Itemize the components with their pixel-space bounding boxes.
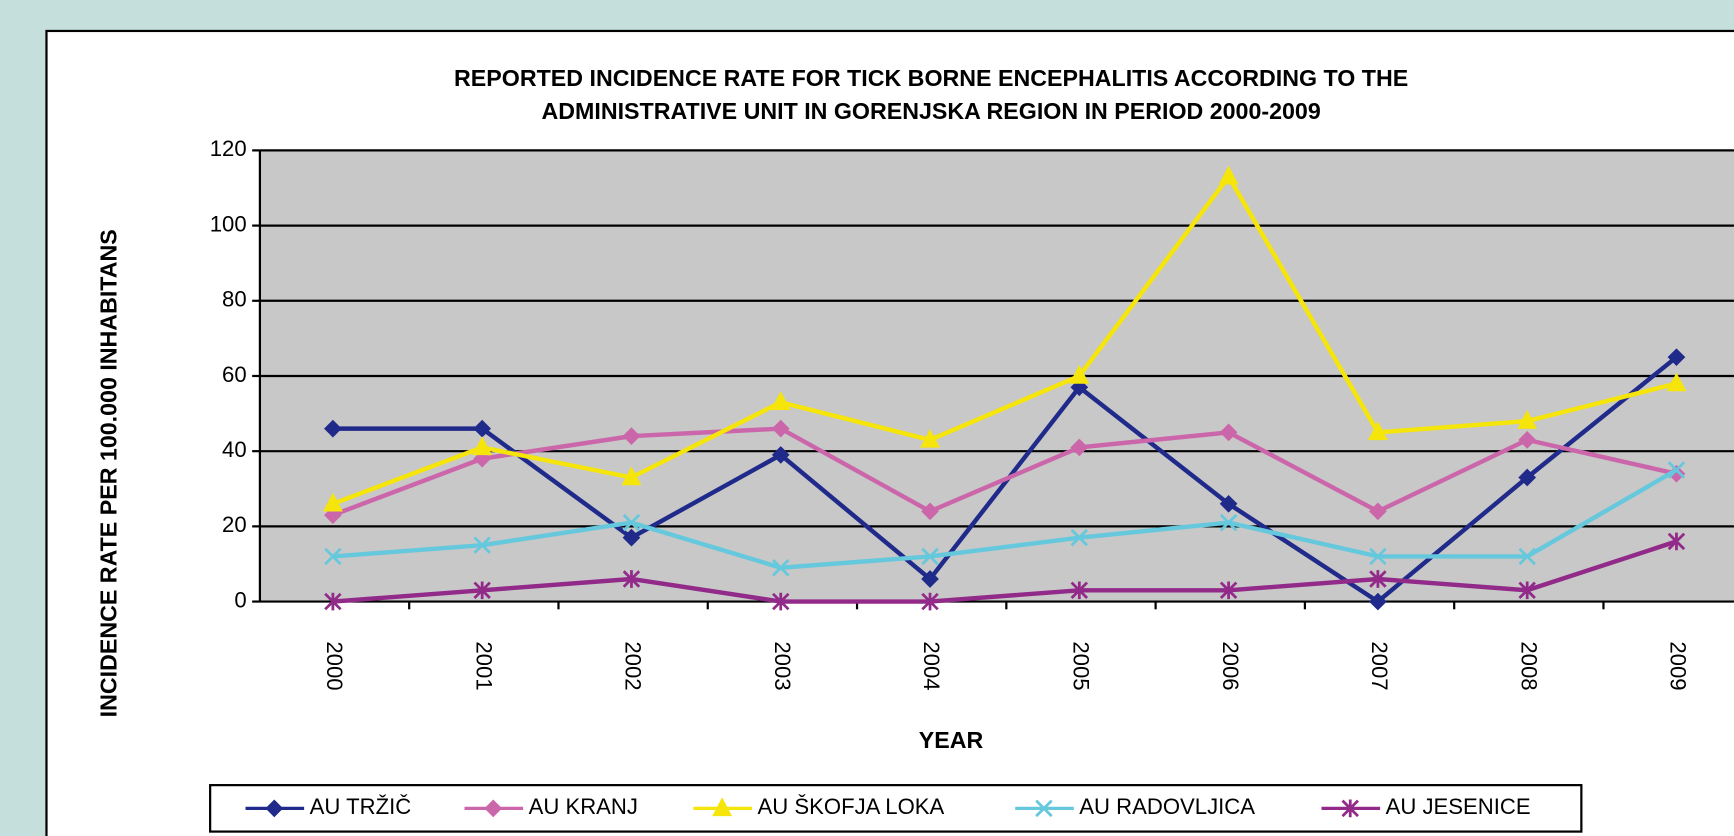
marker <box>1667 532 1686 551</box>
series-line <box>332 539 1678 604</box>
x-tick-label: 2001 <box>471 641 496 690</box>
series-line <box>332 468 1678 570</box>
legend-label: AU KRANJ <box>529 794 638 819</box>
y-axis-title: INCIDENCE RATE PER 100.000 INHABITANS <box>96 229 122 717</box>
x-tick-label: 2000 <box>322 641 347 690</box>
y-tick-label: 40 <box>222 437 247 462</box>
legend-label: AU TRŽIČ <box>310 794 412 819</box>
x-tick-label: 2006 <box>1218 641 1243 690</box>
marker <box>1667 348 1686 367</box>
y-tick-label: 80 <box>222 287 247 312</box>
legend-label: AU RADOVLJICA <box>1079 794 1255 819</box>
marker <box>771 446 790 464</box>
marker <box>921 592 939 611</box>
chart-title: REPORTED INCIDENCE RATE FOR TICK BORNE E… <box>454 65 1408 91</box>
marker <box>621 466 642 486</box>
marker <box>1369 547 1387 566</box>
marker <box>920 428 940 448</box>
marker <box>1070 581 1089 600</box>
x-tick-label: 2009 <box>1666 641 1691 690</box>
x-tick-label: 2007 <box>1367 641 1392 690</box>
marker <box>771 419 790 438</box>
marker <box>770 391 791 411</box>
marker <box>472 436 493 456</box>
series-line <box>332 172 1678 506</box>
marker <box>324 419 342 438</box>
marker <box>1517 410 1538 429</box>
y-tick-label: 60 <box>222 362 247 387</box>
marker <box>921 502 939 521</box>
y-tick-label: 120 <box>210 136 247 161</box>
y-tick-label: 0 <box>234 587 246 612</box>
marker <box>1070 528 1089 547</box>
x-tick-label: 2008 <box>1516 641 1541 690</box>
x-tick-label: 2003 <box>770 641 795 690</box>
marker <box>324 592 342 611</box>
marker <box>1367 421 1388 441</box>
marker <box>1518 581 1536 600</box>
marker <box>622 427 641 445</box>
marker <box>1369 570 1387 588</box>
legend-marker <box>484 799 503 818</box>
x-tick-label: 2002 <box>621 641 646 690</box>
marker <box>1667 464 1686 483</box>
marker <box>772 592 790 611</box>
marker <box>322 492 343 512</box>
marker <box>622 570 641 588</box>
legend-marker <box>265 799 284 818</box>
marker <box>473 536 491 554</box>
chart-title: ADMINISTRATIVE UNIT IN GORENJSKA REGION … <box>541 98 1320 124</box>
marker <box>1069 364 1090 384</box>
legend-marker <box>1035 799 1053 818</box>
marker <box>1518 547 1536 566</box>
marker <box>1667 461 1686 479</box>
series-line <box>332 355 1678 605</box>
marker <box>473 581 491 600</box>
marker <box>921 547 939 566</box>
y-tick-label: 100 <box>210 211 247 236</box>
marker <box>1219 581 1238 600</box>
legend-label: AU JESENICE <box>1386 794 1531 819</box>
marker <box>921 570 939 588</box>
marker <box>1666 372 1687 392</box>
x-axis-title: YEAR <box>919 727 984 753</box>
series-line <box>332 426 1677 518</box>
marker <box>1219 423 1238 442</box>
marker <box>772 559 790 577</box>
marker <box>1218 165 1239 185</box>
legend-label: AU ŠKOFJA LOKA <box>758 794 945 819</box>
x-tick-label: 2004 <box>919 641 944 690</box>
marker <box>622 513 641 532</box>
legend-marker <box>712 797 733 817</box>
y-tick-label: 20 <box>222 512 247 537</box>
x-tick-label: 2005 <box>1068 641 1093 690</box>
marker <box>473 419 492 438</box>
legend-marker <box>1341 799 1359 818</box>
marker <box>1219 494 1238 513</box>
marker <box>324 547 342 566</box>
marker <box>1219 513 1238 532</box>
marker <box>1070 438 1089 457</box>
